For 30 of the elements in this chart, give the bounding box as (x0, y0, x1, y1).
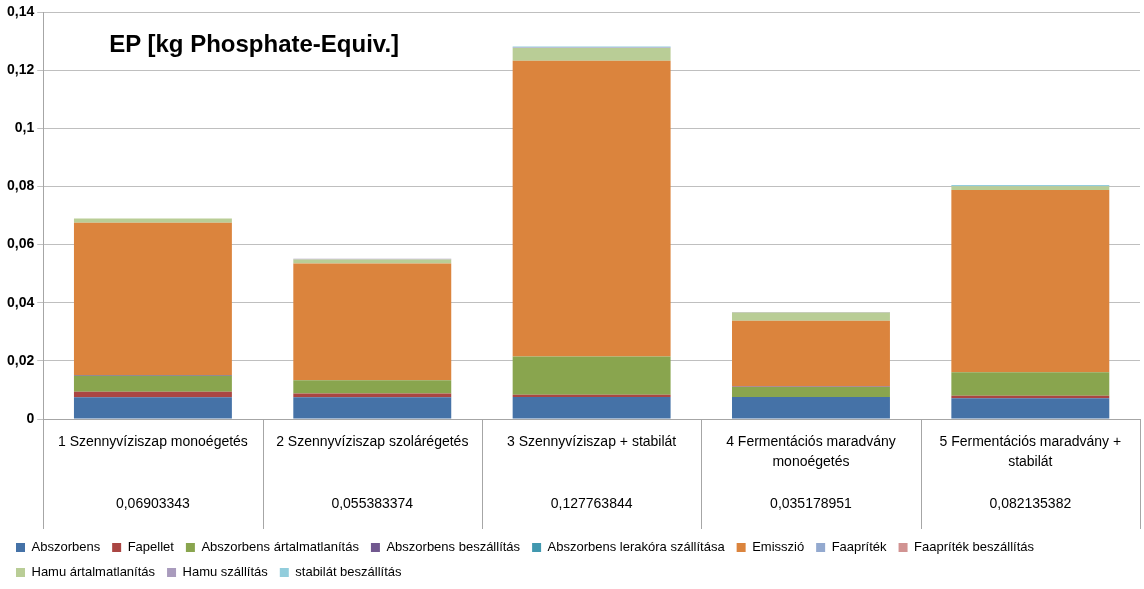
y-tick-label: 0,1 (14, 119, 35, 136)
legend-label: Fapellet (127, 539, 175, 555)
legend-label: Abszorbens (31, 539, 101, 555)
legend-label: Abszorbens ártalmatlanítás (201, 539, 360, 555)
x-tick-label: 1 Szennyvíziszap monoégetés (57, 432, 248, 449)
y-tick-label: 0,08 (7, 177, 35, 194)
text: 0,06903343 (115, 494, 191, 511)
legend-label: Abszorbens lerakóra szállítása (547, 539, 726, 555)
text: 0,082135382 (989, 494, 1072, 511)
y-tick-label: 0,04 (7, 293, 35, 310)
legend-label: stabilát beszállítás (295, 564, 403, 580)
y-tick-label: 0,02 (7, 351, 35, 368)
text: 0,127763844 (550, 494, 633, 511)
text: EP [kg Phosphate-Equiv.] (109, 29, 400, 57)
legend-label: Emisszió (752, 539, 805, 555)
y-tick-label: 0,14 (7, 2, 35, 19)
x-tick-label: 3 Szennyvíziszap + stabilát (506, 432, 677, 449)
legend-label: Faapríték (831, 539, 888, 555)
y-tick-label: 0 (26, 409, 35, 426)
x-tick-label: 5 Fermentációs maradvány + stabilát (939, 432, 1122, 469)
legend-label: Hamu ártalmatlanítás (31, 564, 156, 580)
text: 0,055383374 (331, 494, 414, 511)
legend-label: Abszorbens beszállítás (386, 539, 521, 555)
y-tick-label: 0,12 (7, 61, 35, 77)
text: 0,035178951 (770, 494, 853, 511)
x-tick-label: 4 Fermentációs maradvány monoégetés (726, 432, 896, 469)
y-tick-label: 0,06 (7, 235, 35, 252)
legend-label: Hamu szállítás (182, 564, 269, 580)
x-tick-label: 2 Szennyvíziszap szolárégetés (276, 432, 469, 449)
legend-label: Faapríték beszállítás (914, 539, 1035, 555)
